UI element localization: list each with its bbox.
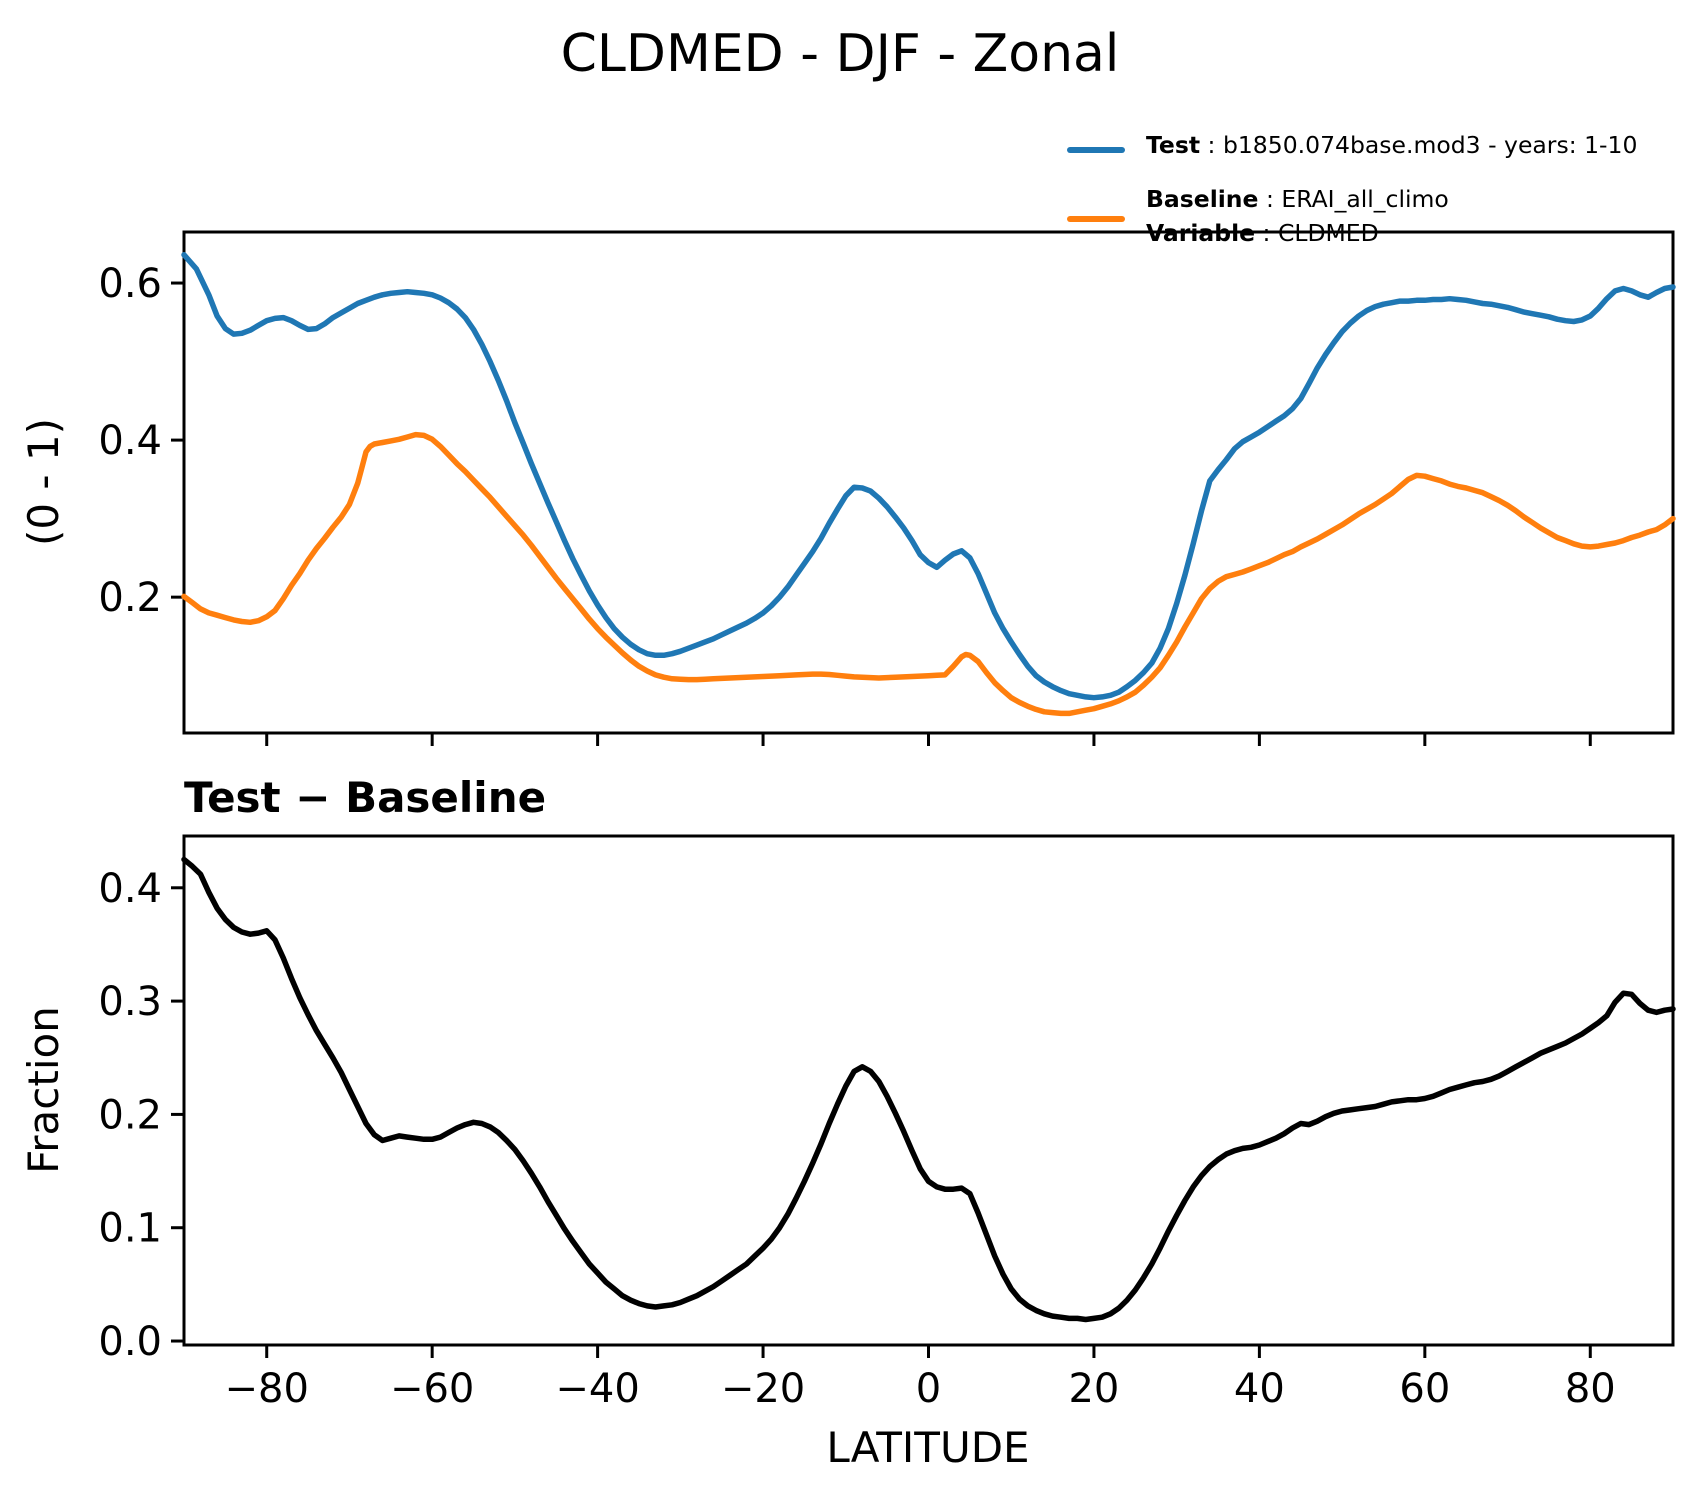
- y-tick-label: 0.2: [98, 1092, 162, 1138]
- legend-entry-test: Test : b1850.074base.mod3 - years: 1-10: [1146, 131, 1637, 160]
- bottom-panel: −80 −60 −40 −20 0 20 40 60 80 0.0 0.1 0.2 0.3 0.4: [98, 834, 1676, 1412]
- figure-title: CLDMED - DJF - Zonal: [560, 24, 1120, 84]
- curve-test-baseline: [181, 856, 1676, 1323]
- x-tick-label: −40: [555, 1366, 639, 1412]
- legend-swatch-test: [1067, 147, 1125, 153]
- bottom-y-axis-label: Fraction: [19, 1006, 68, 1174]
- legend-swatch-baseline: [1067, 216, 1125, 222]
- legend-entry-test-sep: :: [1200, 131, 1223, 159]
- y-tick-label: 0.1: [98, 1206, 162, 1252]
- top-panel: 0.2 0.4 0.6: [98, 230, 1676, 746]
- legend-entry-baseline-sep: :: [1258, 185, 1282, 213]
- x-tick-label: 20: [1068, 1366, 1119, 1412]
- x-tick-label: −20: [721, 1366, 805, 1412]
- curve-test: [181, 252, 1676, 701]
- top-y-axis-label: (0 - 1): [19, 418, 68, 546]
- legend-entry-baseline-name: Baseline: [1146, 185, 1259, 213]
- legend-entry-test-value: b1850.074base.mod3 - years: 1-10: [1222, 131, 1638, 159]
- legend-entry-baseline-value: ERAI_all_climo: [1281, 185, 1449, 213]
- x-tick-label: 40: [1234, 1366, 1285, 1412]
- legend-entry-test-name: Test: [1146, 131, 1201, 159]
- y-tick-label: 0.4: [98, 866, 162, 912]
- x-tick-label: 0: [916, 1366, 941, 1412]
- y-tick-label: 0.3: [98, 979, 162, 1025]
- x-axis-label: LATITUDE: [826, 1423, 1029, 1472]
- y-tick-label: 0.4: [98, 418, 162, 464]
- x-tick-label: −60: [390, 1366, 474, 1412]
- legend-entry-baseline: Baseline : ERAI_all_climo: [1146, 185, 1449, 214]
- y-tick-label: 0.6: [98, 261, 162, 307]
- y-tick-label: 0.0: [98, 1319, 162, 1365]
- x-tick-label: −80: [225, 1366, 309, 1412]
- x-tick-label: 60: [1399, 1366, 1450, 1412]
- x-tick-label: 80: [1565, 1366, 1616, 1412]
- bottom-panel-title: Test − Baseline: [184, 773, 546, 822]
- curve-baseline: [181, 431, 1676, 717]
- y-tick-label: 0.2: [98, 575, 162, 621]
